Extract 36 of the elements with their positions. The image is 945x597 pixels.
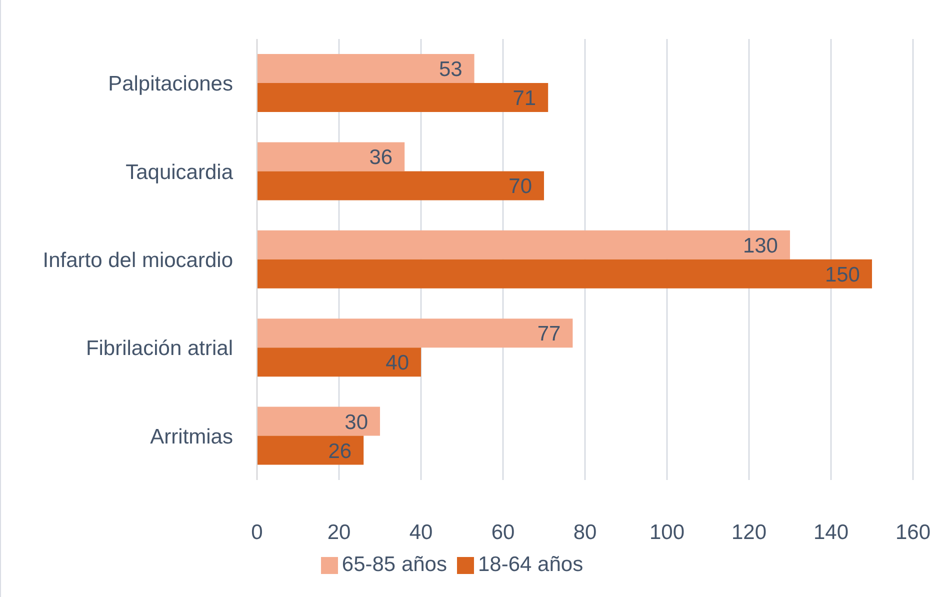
x-tick-label: 60 (491, 520, 515, 544)
data-label: 53 (438, 58, 462, 81)
bar (257, 171, 544, 200)
bar (257, 54, 474, 83)
legend-label: 65-85 años (342, 553, 447, 576)
bar (257, 406, 380, 436)
legend-label: 18-64 años (478, 553, 584, 576)
data-label: 150 (824, 263, 860, 286)
bar (257, 318, 573, 348)
x-tick-label: 0 (251, 520, 263, 544)
x-tick-label: 80 (573, 520, 597, 544)
x-tick-label: 140 (813, 520, 849, 544)
x-tick-label: 120 (731, 520, 767, 544)
data-label: 26 (328, 440, 352, 463)
x-tick-label: 100 (649, 520, 685, 544)
bar (257, 142, 405, 172)
x-tick-label: 160 (895, 520, 931, 544)
y-tick-label: Fibrilación atrial (86, 337, 233, 360)
bar (257, 83, 548, 112)
data-label: 30 (344, 410, 368, 434)
y-tick-label: Infarto del miocardio (42, 248, 233, 272)
bar (257, 230, 790, 260)
data-label: 36 (369, 146, 393, 170)
y-tick-label: Palpitaciones (108, 72, 233, 96)
data-label: 71 (512, 86, 536, 110)
y-tick-label: Arritmias (150, 425, 233, 448)
data-label: 130 (742, 234, 778, 258)
bar (257, 259, 872, 288)
bar (257, 348, 421, 377)
data-label: 70 (508, 175, 532, 198)
x-tick-label: 20 (327, 520, 351, 544)
x-tick-label: 40 (409, 520, 433, 544)
bar (257, 436, 364, 465)
y-tick-label: Taquicardia (126, 160, 234, 184)
data-label: 77 (537, 322, 561, 346)
data-label: 40 (386, 352, 409, 375)
